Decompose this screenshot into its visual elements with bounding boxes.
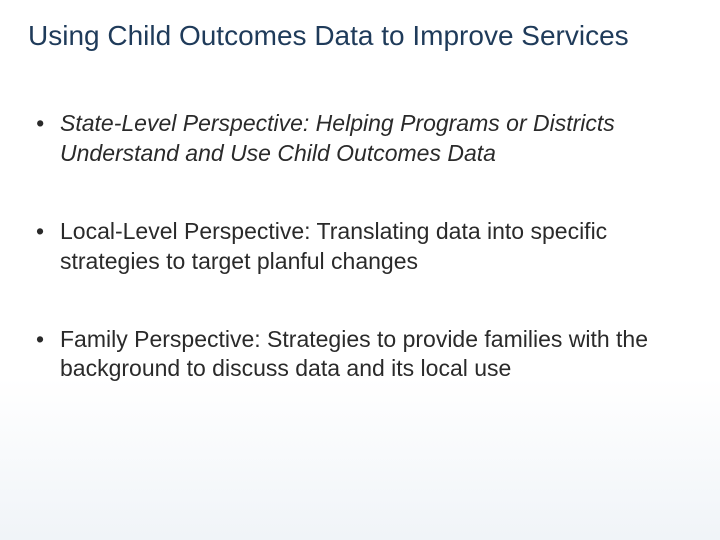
list-item: State-Level Perspective: Helping Program… [36,109,692,169]
slide-title: Using Child Outcomes Data to Improve Ser… [28,18,692,53]
list-item: Local-Level Perspective: Translating dat… [36,217,692,277]
bullet-list: State-Level Perspective: Helping Program… [28,109,692,384]
bullet-text: Family Perspective: Strategies to provid… [60,326,648,382]
bullet-text: State-Level Perspective: Helping Program… [60,110,615,166]
list-item: Family Perspective: Strategies to provid… [36,325,692,385]
bullet-text: Local-Level Perspective: Translating dat… [60,218,607,274]
